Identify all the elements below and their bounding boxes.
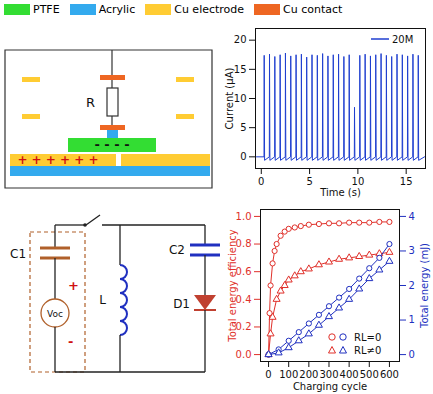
svg-text:20: 20	[234, 34, 247, 45]
svg-text:100: 100	[279, 369, 298, 380]
svg-text:+ + + + + +: + + + + + +	[17, 153, 98, 167]
svg-text:20M: 20M	[392, 34, 413, 45]
svg-text:10: 10	[352, 176, 365, 187]
svg-text:0: 0	[240, 151, 246, 162]
svg-text:L: L	[99, 293, 106, 307]
svg-text:4: 4	[409, 211, 415, 222]
svg-text:0: 0	[258, 176, 264, 187]
svg-text:5: 5	[306, 176, 312, 187]
svg-text:15: 15	[400, 176, 413, 187]
svg-text:R: R	[86, 95, 95, 110]
svg-text:- - - -: - - - -	[94, 137, 129, 152]
svg-text:5: 5	[240, 122, 246, 133]
svg-text:-: -	[68, 334, 73, 349]
svg-text:0.6: 0.6	[236, 266, 252, 277]
html-text:Cu electrode: Cu electrode	[174, 3, 245, 16]
svg-text:D1: D1	[173, 297, 190, 311]
svg-text:600: 600	[380, 369, 399, 380]
svg-text:300: 300	[319, 369, 338, 380]
html-text:PTFE: PTFE	[33, 3, 60, 16]
html-text:Acrylic: Acrylic	[98, 3, 136, 16]
svg-text:RL=0: RL=0	[354, 332, 381, 343]
svg-text:RL≠0: RL≠0	[354, 345, 381, 356]
svg-text:C2: C2	[169, 243, 185, 257]
svg-text:200: 200	[299, 369, 318, 380]
svg-text:0.4: 0.4	[236, 294, 252, 305]
svg-text:C1: C1	[10, 247, 26, 261]
svg-text:Voc: Voc	[47, 309, 63, 319]
svg-text:Total energy (mJ): Total energy (mJ)	[419, 243, 430, 329]
svg-text:500: 500	[360, 369, 379, 380]
svg-text:3: 3	[409, 245, 415, 256]
svg-text:0.0: 0.0	[236, 349, 252, 360]
svg-text:+: +	[68, 278, 79, 293]
svg-text:400: 400	[340, 369, 359, 380]
svg-text:Total energy efficiency: Total energy efficiency	[227, 229, 238, 343]
svg-text:15: 15	[234, 64, 247, 75]
svg-text:0.8: 0.8	[236, 238, 252, 249]
svg-text:Time (s): Time (s)	[319, 187, 361, 198]
svg-text:Current (μA): Current (μA)	[224, 68, 235, 130]
svg-text:1.0: 1.0	[236, 211, 252, 222]
svg-text:2: 2	[409, 280, 415, 291]
svg-text:0: 0	[409, 349, 415, 360]
svg-text:Charging cycle: Charging cycle	[293, 381, 367, 392]
svg-text:0.2: 0.2	[236, 321, 252, 332]
svg-text:1: 1	[409, 314, 415, 325]
html-text:Cu contact: Cu contact	[283, 3, 343, 16]
svg-text:0: 0	[265, 369, 271, 380]
svg-text:10: 10	[234, 93, 247, 104]
